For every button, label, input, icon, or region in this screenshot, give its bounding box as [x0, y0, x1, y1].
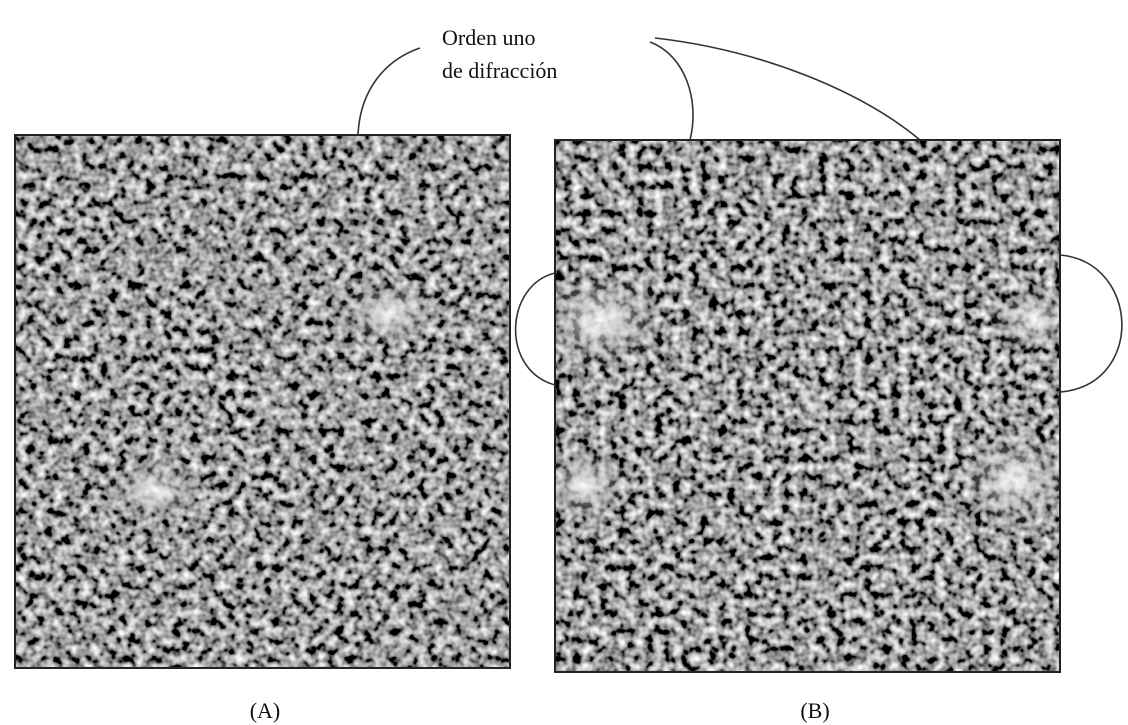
diffraction-spot: [990, 288, 1080, 352]
diffraction-spot: [530, 270, 670, 370]
annotation-text: de difracción: [442, 58, 557, 83]
diffraction-spot: [335, 281, 445, 345]
figure: Orden uno de difracción (A) (B): [0, 0, 1128, 725]
leader-arc: [516, 273, 555, 385]
panel-b: [530, 140, 1080, 672]
central-spot: [795, 390, 825, 420]
page: Orden uno de difracción (A) (B) (() => {…: [0, 0, 1128, 725]
leader-line: [655, 38, 920, 140]
central-spot: [251, 386, 279, 414]
diffraction-spot: [955, 430, 1075, 530]
leader-arc: [1060, 255, 1122, 392]
panel-label: (A): [250, 698, 281, 723]
panel-a: [15, 135, 510, 668]
leader-line: [358, 48, 420, 135]
leader-line: [650, 42, 693, 140]
diffraction-spot: [540, 449, 630, 521]
annotation-text: Orden uno: [442, 25, 535, 50]
panel-label: (B): [800, 698, 829, 723]
diffraction-spot: [105, 458, 205, 522]
